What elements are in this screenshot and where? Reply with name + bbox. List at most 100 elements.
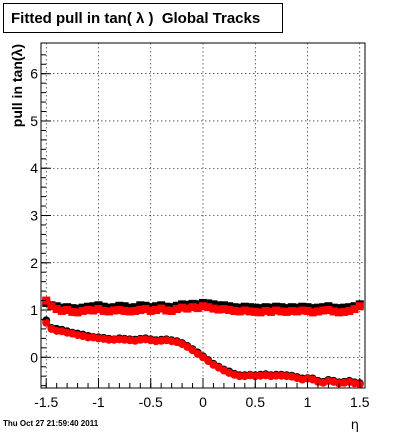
data-point-square: [68, 307, 77, 316]
data-point-square: [214, 305, 223, 314]
x-tick-label: 1.5: [350, 394, 370, 410]
data-point-square: [266, 307, 275, 316]
data-point-square: [89, 302, 98, 311]
data-point-square: [115, 301, 124, 310]
data-point-square: [340, 307, 349, 316]
y-tick-label: 0: [30, 349, 38, 365]
data-point-square: [334, 304, 343, 313]
axis-ticks: [41, 54, 361, 388]
data-point-square: [204, 303, 213, 312]
data-point-square: [251, 307, 260, 316]
data-point-square: [345, 306, 354, 315]
data-point-square: [172, 305, 181, 314]
data-point-square: [277, 303, 286, 312]
data-point-square: [246, 303, 255, 312]
data-point-square: [251, 303, 260, 312]
x-tick-label: 1: [304, 394, 312, 410]
data-point-square: [167, 306, 176, 315]
timestamp: Thu Oct 27 21:59:40 2011: [3, 419, 99, 428]
data-point-square: [120, 302, 129, 311]
data-point-square: [52, 305, 61, 314]
data-point-square: [78, 306, 87, 315]
data-point-square: [131, 306, 140, 315]
data-point-square: [209, 304, 218, 313]
data-point-square: [209, 300, 218, 309]
grid-lines: [41, 43, 365, 388]
data-point-square: [214, 301, 223, 310]
data-point-square: [272, 306, 281, 315]
data-point-square: [146, 306, 155, 315]
data-point-circle: [42, 318, 51, 327]
data-point-square: [340, 303, 349, 312]
data-point-square: [298, 306, 307, 315]
data-point-square: [89, 306, 98, 315]
data-point-square: [110, 306, 119, 315]
y-tick-label: 2: [30, 255, 38, 271]
data-point-square: [63, 306, 72, 315]
y-axis-label: pull in tan(λ): [9, 44, 25, 127]
data-point-square: [141, 305, 150, 314]
data-point-square: [115, 306, 124, 315]
data-point-square: [57, 306, 66, 315]
data-point-square: [225, 306, 234, 315]
y-tick-label: 4: [30, 160, 38, 176]
data-point-square: [334, 308, 343, 317]
data-point-square: [199, 302, 207, 311]
data-point-square: [308, 308, 317, 317]
y-tick-label: 5: [30, 113, 38, 129]
data-point-square: [157, 304, 166, 313]
data-point-square: [277, 307, 286, 316]
y-tick-label: 1: [30, 302, 38, 318]
data-point-square: [303, 306, 312, 315]
data-point-square: [99, 302, 108, 311]
x-tick-label: -1.5: [34, 394, 58, 410]
data-point-square: [261, 306, 270, 315]
data-point-square: [136, 301, 145, 310]
data-point-square: [293, 307, 302, 316]
data-point-square: [73, 308, 82, 317]
data-point-square: [256, 304, 265, 313]
data-point-square: [94, 305, 103, 314]
data-point-square: [120, 306, 129, 315]
data-point-square: [183, 304, 192, 313]
x-tick-label: 0.5: [246, 394, 266, 410]
data-point-square: [104, 307, 113, 316]
data-point-square: [266, 303, 275, 312]
data-point-square: [329, 307, 338, 316]
data-point-square: [136, 306, 145, 315]
x-tick-label: -0.5: [139, 394, 163, 410]
data-point-square: [193, 304, 202, 313]
y-tick-label: 6: [30, 66, 38, 82]
data-point-square: [324, 306, 333, 315]
data-point-square: [151, 306, 160, 315]
data-point-square: [256, 308, 265, 317]
data-point-square: [219, 305, 228, 314]
data-point-square: [230, 306, 239, 315]
x-tick-label: 0: [199, 394, 207, 410]
data-point-square: [355, 302, 364, 311]
x-axis-label: η: [351, 418, 359, 433]
data-point-square: [42, 296, 51, 305]
data-point-square: [188, 303, 197, 312]
data-point-square: [319, 306, 328, 315]
data-point-square: [287, 306, 296, 315]
data-point-square: [313, 307, 322, 316]
data-points: [42, 296, 364, 389]
chart-title: Fitted pull in tan( λ ) Global Tracks: [11, 9, 261, 27]
data-point-square: [350, 305, 359, 314]
y-tick-label: 3: [30, 208, 38, 224]
data-point-square: [162, 306, 171, 315]
data-point-square: [178, 303, 187, 312]
data-point-square: [235, 307, 244, 316]
data-point-square: [125, 307, 134, 316]
chart-title-box: Fitted pull in tan( λ ) Global Tracks: [3, 3, 283, 33]
data-point-square: [84, 306, 93, 315]
data-point-square: [308, 304, 317, 313]
data-point-square: [240, 306, 249, 315]
tick-labels: -1.5 -1 -0.5 0 0.5 1 1.5 0 1 2 3 4 5 6: [30, 66, 370, 410]
data-point-square: [47, 302, 56, 311]
data-point-square: [99, 306, 108, 315]
data-point-square: [282, 307, 291, 316]
data-point-square: [246, 307, 255, 316]
